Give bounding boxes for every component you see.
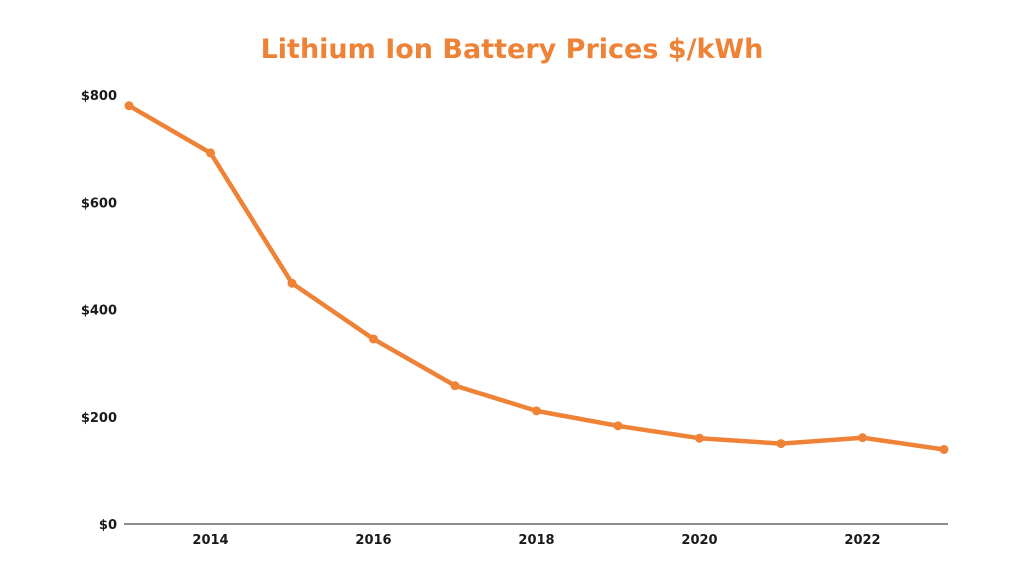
chart-title: Lithium Ion Battery Prices $/kWh [261,34,764,65]
x-tick-label: 2020 [681,533,717,548]
data-point [858,433,867,443]
y-axis-ticks: $0 $200 $400 $600 $800 [81,89,117,533]
data-point [450,381,460,391]
x-tick-label: 2022 [844,533,880,548]
data-point [287,278,297,288]
data-point [776,439,786,449]
y-tick-label: $200 [81,411,117,426]
data-point [613,421,623,431]
data-point [939,444,949,454]
data-point [532,406,541,416]
x-tick-label: 2014 [192,533,228,548]
data-point [369,334,378,344]
x-tick-label: 2016 [355,533,391,548]
data-point [206,148,215,158]
y-tick-label: $0 [99,518,117,533]
series-line [126,103,947,452]
y-tick-label: $800 [81,89,117,104]
x-axis-ticks: 2014 2016 2018 2020 2022 [192,533,880,548]
x-tick-label: 2018 [518,533,554,548]
y-tick-label: $400 [81,304,117,319]
data-point [695,433,704,443]
y-tick-label: $600 [81,196,117,211]
data-points [124,101,949,454]
data-point [124,101,134,111]
